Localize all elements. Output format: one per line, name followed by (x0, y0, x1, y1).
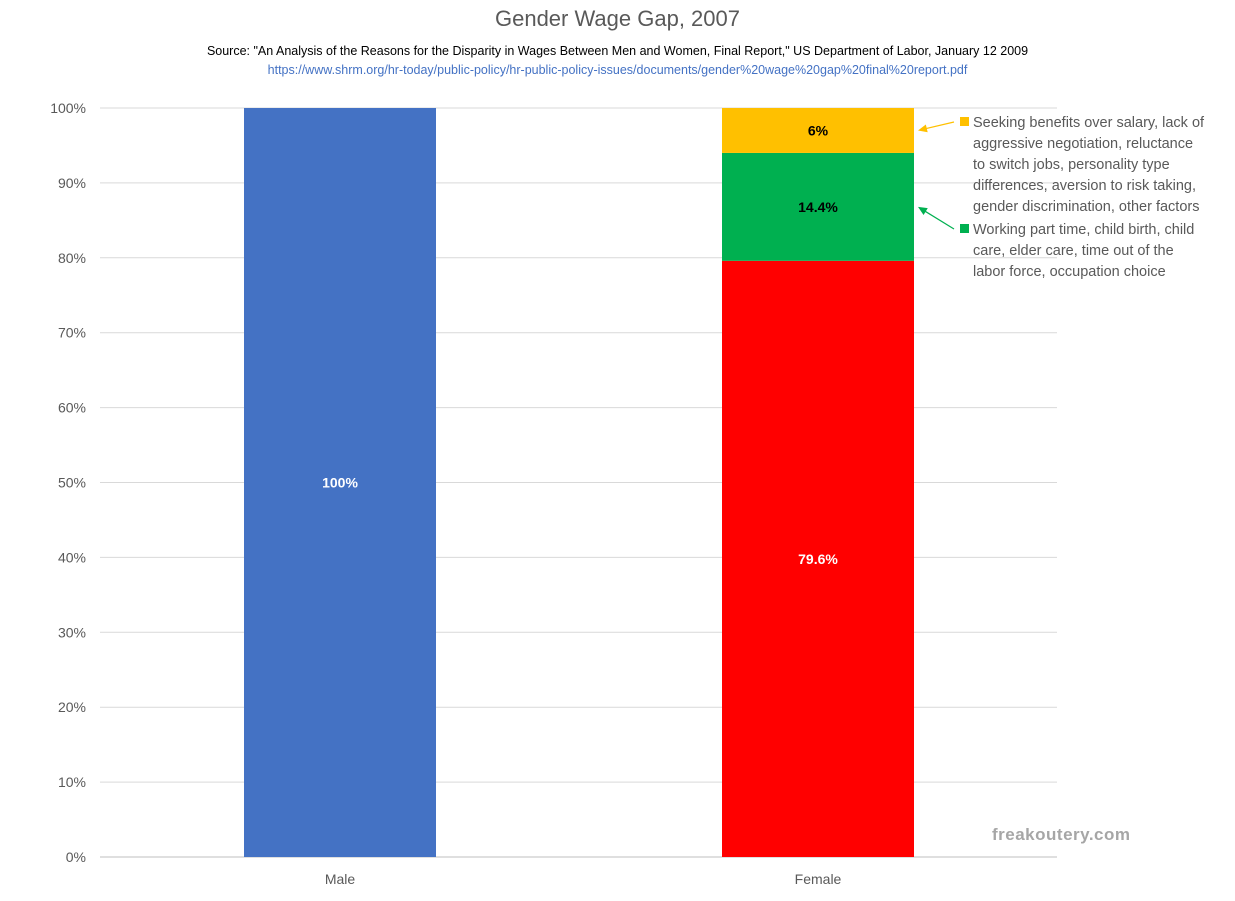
legend-text-line: to switch jobs, personality type (973, 157, 1170, 173)
callout-line (923, 121, 955, 130)
y-tick-label: 90% (58, 175, 86, 191)
legend-swatch (960, 117, 969, 126)
y-tick-label: 100% (50, 100, 86, 116)
bar-segment (244, 108, 436, 857)
legend-text-line: Seeking benefits over salary, lack of (973, 115, 1205, 131)
data-label: 79.6% (798, 551, 838, 567)
x-category-label: Male (325, 871, 356, 887)
y-tick-label: 0% (66, 849, 86, 865)
source-url[interactable]: https://www.shrm.org/hr-today/public-pol… (267, 63, 968, 77)
callout-line (923, 210, 955, 230)
chart-subtitle: Source: "An Analysis of the Reasons for … (206, 44, 1029, 58)
legend-text-line: differences, aversion to risk taking, (973, 178, 1196, 194)
y-tick-label: 30% (58, 624, 86, 640)
y-tick-label: 60% (58, 400, 86, 416)
bar-segment (722, 108, 914, 153)
watermark: freakoutery.com (992, 825, 1131, 844)
legend-swatch (960, 224, 969, 233)
legend-text-line: care, elder care, time out of the (973, 243, 1174, 259)
y-tick-label: 80% (58, 250, 86, 266)
bar-segment (722, 260, 914, 857)
legend-text-line: aggressive negotiation, reluctance (973, 136, 1193, 152)
callout-arrowhead (918, 206, 928, 215)
legend-text-line: gender discrimination, other factors (973, 199, 1199, 215)
y-tick-label: 40% (58, 549, 86, 565)
callout-arrowhead (918, 124, 928, 133)
data-label: 6% (808, 122, 829, 138)
data-label: 100% (322, 475, 358, 491)
y-tick-label: 50% (58, 475, 86, 491)
legend-text-line: Working part time, child birth, child (973, 222, 1194, 238)
bar-segment (722, 152, 914, 261)
x-category-label: Female (795, 871, 842, 887)
chart-title: Gender Wage Gap, 2007 (494, 6, 740, 31)
data-label: 14.4% (798, 199, 838, 215)
y-tick-label: 20% (58, 699, 86, 715)
y-tick-label: 10% (58, 774, 86, 790)
legend-text-line: labor force, occupation choice (973, 264, 1166, 280)
y-tick-label: 70% (58, 325, 86, 341)
